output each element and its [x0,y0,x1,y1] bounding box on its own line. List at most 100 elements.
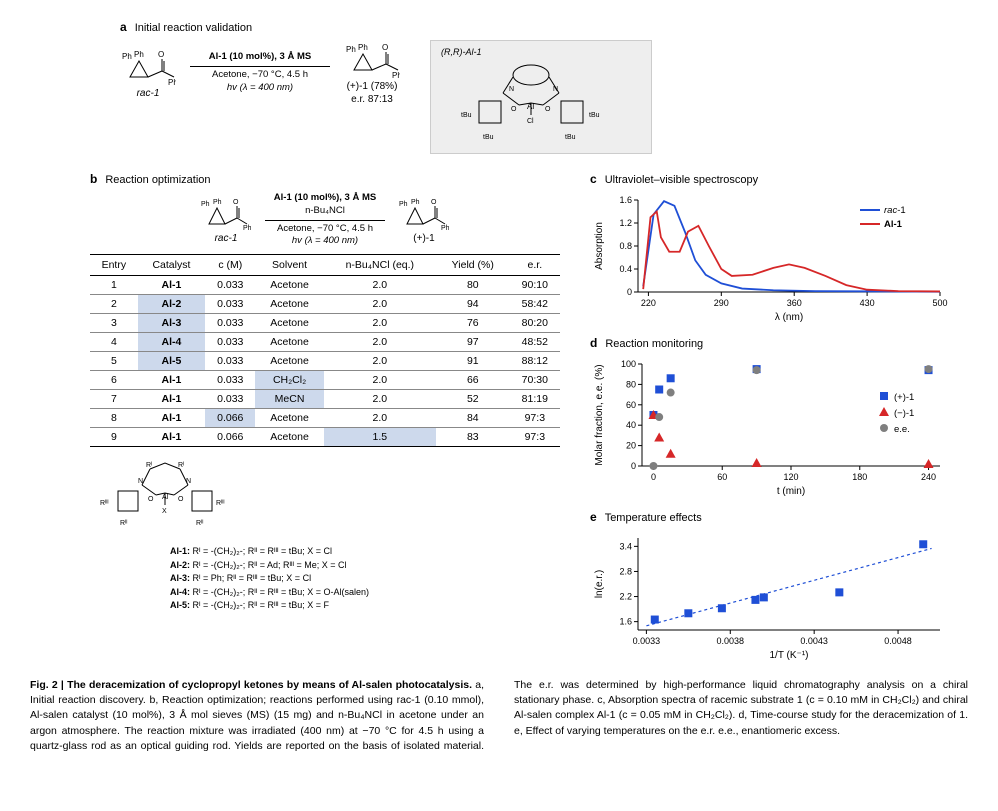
svg-text:Ph: Ph [213,199,222,206]
optimization-table: EntryCatalystc (M)Solventn-Bu₄NCl (eq.)Y… [90,254,560,447]
svg-text:e.e.: e.e. [894,424,910,435]
svg-text:0.0038: 0.0038 [717,636,745,646]
svg-text:60: 60 [717,472,727,482]
prod-label: (+)-1 (78%) [344,80,400,93]
svg-text:Ph: Ph [134,50,144,59]
svg-text:2.8: 2.8 [619,566,632,576]
svg-text:290: 290 [714,298,729,308]
svg-text:2.2: 2.2 [619,592,632,602]
catalyst-def: Al-1: Rᴵ = -(CH₂)₂-; Rᴵᴵ = Rᴵᴵᴵ = tBu; X… [170,545,560,559]
svg-text:60: 60 [626,400,636,410]
table-header: n-Bu₄NCl (eq.) [324,255,436,276]
table-row: 8Al-10.066Acetone2.08497:3 [90,409,560,428]
svg-text:Ph: Ph [243,225,251,232]
svg-text:Ph: Ph [441,225,449,232]
panel-c: c Ultraviolet–visible spectroscopy 22029… [590,172,968,322]
catalyst-box: (R,R)-Al-1 Al tButBu tButBu Cl NN OO [430,40,652,154]
svg-text:500: 500 [932,298,947,308]
panel-b-scheme: PhPhOPh rac-1 Al-1 (10 mol%), 3 Å MS n-B… [90,192,560,248]
svg-text:Ph: Ph [411,199,420,206]
catalyst-def: Al-2: Rᴵ = -(CH₂)₂-; Rᴵᴵ = Ad; Rᴵᴵᴵ = Me… [170,559,560,573]
svg-text:0.0048: 0.0048 [884,636,912,646]
panel-b: b Reaction optimization PhPhOPh rac-1 Al… [90,172,560,660]
panel-a: PhPhOPh rac-1 Al-1 (10 mol%), 3 Å MS Ace… [120,40,968,154]
svg-text:(+)-1: (+)-1 [894,392,914,403]
svg-text:180: 180 [852,472,867,482]
reaction-arrow: Al-1 (10 mol%), 3 Å MS Acetone, −70 °C, … [190,51,330,94]
uvvis-chart: 22029036043050000.40.81.21.6λ (nm)Absorp… [590,192,950,322]
starting-material: PhPhOPh rac-1 [120,47,176,100]
svg-text:220: 220 [641,298,656,308]
svg-text:tBu: tBu [483,134,494,141]
svg-text:Ph: Ph [201,201,210,208]
panel-a-title: Initial reaction validation [135,22,252,34]
table-header: Entry [90,255,138,276]
svg-text:O: O [233,199,239,206]
svg-text:(−)-1: (−)-1 [894,408,914,419]
table-row: 6Al-10.033CH₂Cl₂2.06670:30 [90,371,560,390]
svg-text:O: O [511,106,517,113]
catalyst-generic-struct: RᴵRᴵ Al RᴵᴵᴵRᴵᴵᴵ RᴵᴵRᴵᴵ X NN OO [90,457,560,537]
svg-text:X: X [162,508,167,515]
caption-lead: Fig. 2 | The deracemization of cycloprop… [30,679,472,691]
panel-a-label: a [120,20,127,34]
kinetics-chart: 060120180240020406080100t (min)Molar fra… [590,356,950,496]
table-header: Solvent [255,255,323,276]
panel-d: d Reaction monitoring 060120180240020406… [590,336,968,496]
catalyst-def: Al-5: Rᴵ = -(CH₂)₂-; Rᴵᴵ = Rᴵᴵᴵ = tBu; X… [170,599,560,613]
svg-text:0: 0 [627,287,632,297]
svg-text:430: 430 [860,298,875,308]
svg-text:N: N [186,478,191,485]
svg-text:Rᴵ: Rᴵ [146,462,152,469]
svg-text:rac-1: rac-1 [884,205,906,216]
panel-b-title: Reaction optimization [105,174,210,186]
svg-text:Ph: Ph [392,71,400,80]
svg-text:240: 240 [921,472,936,482]
table-row: 3Al-30.033Acetone2.07680:20 [90,314,560,333]
table-header: Yield (%) [436,255,510,276]
svg-text:80: 80 [626,379,636,389]
svg-text:20: 20 [626,441,636,451]
svg-text:O: O [545,106,551,113]
svg-text:40: 40 [626,420,636,430]
cond-bot1: Acetone, −70 °C, 4.5 h [190,69,330,82]
svg-text:O: O [158,50,164,59]
table-row: 1Al-10.033Acetone2.08090:10 [90,276,560,295]
panel-a-scheme: PhPhOPh rac-1 Al-1 (10 mol%), 3 Å MS Ace… [120,40,400,106]
svg-text:Ph: Ph [168,78,176,87]
catalyst-def: Al-3: Rᴵ = Ph; Rᴵᴵ = Rᴵᴵᴵ = tBu; X = Cl [170,572,560,586]
svg-text:Cl: Cl [527,118,534,125]
svg-text:0: 0 [631,461,636,471]
svg-text:tBu: tBu [589,112,600,119]
table-header: c (M) [205,255,255,276]
table-row: 4Al-40.033Acetone2.09748:52 [90,333,560,352]
svg-text:N: N [138,478,143,485]
table-header: Catalyst [138,255,205,276]
svg-text:Ph: Ph [399,201,408,208]
svg-text:N: N [553,86,558,93]
svg-text:Ph: Ph [346,45,356,54]
svg-text:120: 120 [783,472,798,482]
table-row: 9Al-10.066Acetone1.58397:3 [90,428,560,447]
svg-text:1.6: 1.6 [619,195,632,205]
svg-text:Ph: Ph [358,43,368,52]
svg-text:0.4: 0.4 [619,264,632,274]
svg-text:Al-1: Al-1 [884,219,903,230]
svg-text:1.2: 1.2 [619,218,632,228]
svg-text:3.4: 3.4 [619,541,632,551]
svg-text:Rᴵᴵ: Rᴵᴵ [196,520,203,527]
catalyst-def: Al-4: Rᴵ = -(CH₂)₂-; Rᴵᴵ = Rᴵᴵᴵ = tBu; X… [170,586,560,600]
product: PhPhOPh (+)-1 (78%) e.r. 87:13 [344,40,400,106]
sm-label: rac-1 [137,88,160,99]
svg-text:O: O [431,199,437,206]
svg-text:Rᴵᴵᴵ: Rᴵᴵᴵ [216,500,225,507]
svg-text:1.6: 1.6 [619,617,632,627]
svg-text:0.0043: 0.0043 [800,636,828,646]
svg-text:Absorption: Absorption [594,222,605,270]
svg-text:0: 0 [651,472,656,482]
svg-text:t (min): t (min) [777,486,805,496]
table-header: e.r. [510,255,560,276]
svg-text:Molar fraction, e.e. (%): Molar fraction, e.e. (%) [594,364,605,465]
panel-e: e Temperature effects 0.00330.00380.0043… [590,510,968,660]
svg-text:λ (nm): λ (nm) [775,312,803,322]
